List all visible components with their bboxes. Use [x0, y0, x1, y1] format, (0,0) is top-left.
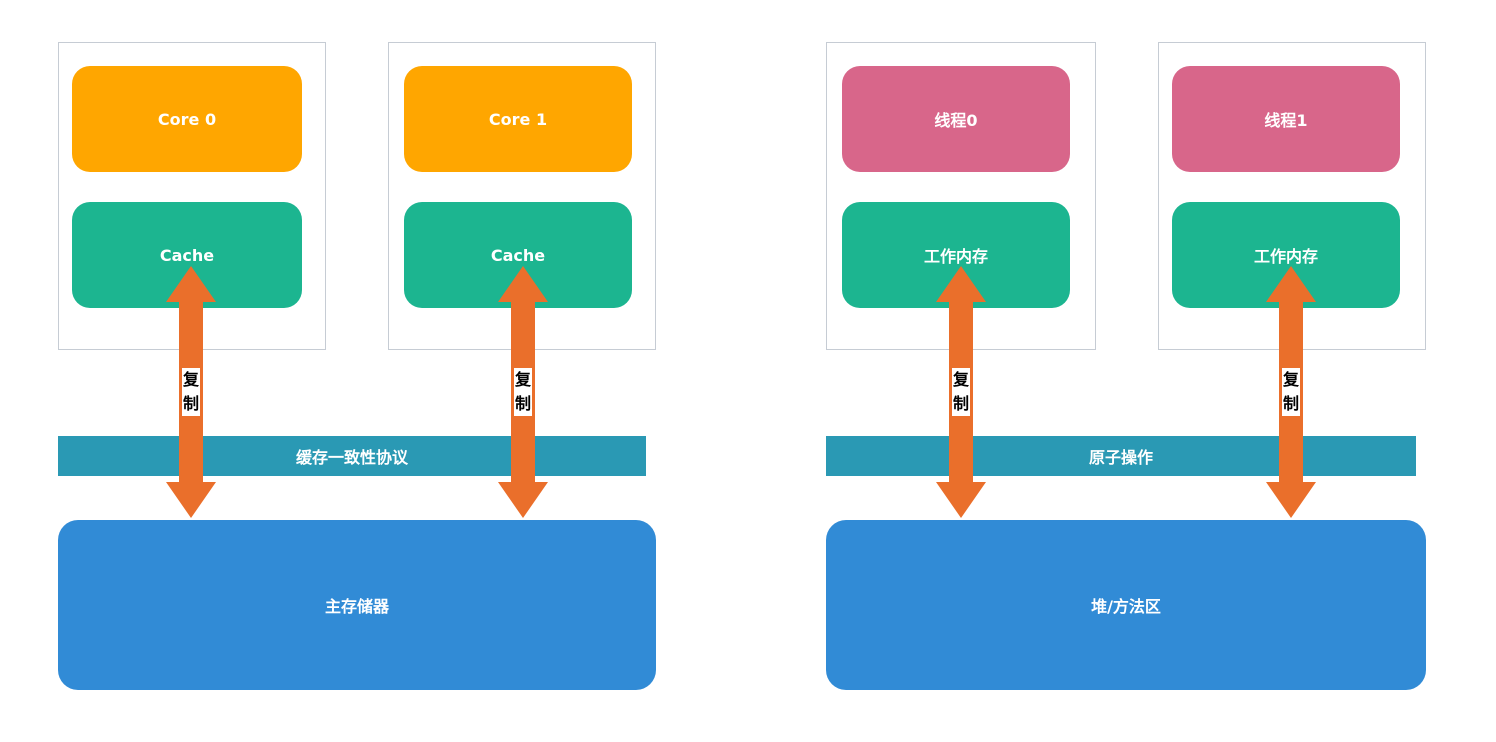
atomic-operations-bar: 原子操作: [826, 436, 1416, 476]
copy-label-right-1: 复 制: [1282, 368, 1300, 416]
copy-label-right-0: 复 制: [952, 368, 970, 416]
core0-box: Core 0: [72, 66, 302, 172]
copy-label-left-0: 复 制: [182, 368, 200, 416]
cache-coherence-protocol-bar: 缓存一致性协议: [58, 436, 646, 476]
core1-box: Core 1: [404, 66, 632, 172]
thread0-box: 线程0: [842, 66, 1070, 172]
copy-label-left-1: 复 制: [514, 368, 532, 416]
heap-method-area-box: 堆/方法区: [826, 520, 1426, 690]
main-memory-box: 主存储器: [58, 520, 656, 690]
cache0-box: Cache: [72, 202, 302, 308]
thread1-box: 线程1: [1172, 66, 1400, 172]
cache1-box: Cache: [404, 202, 632, 308]
